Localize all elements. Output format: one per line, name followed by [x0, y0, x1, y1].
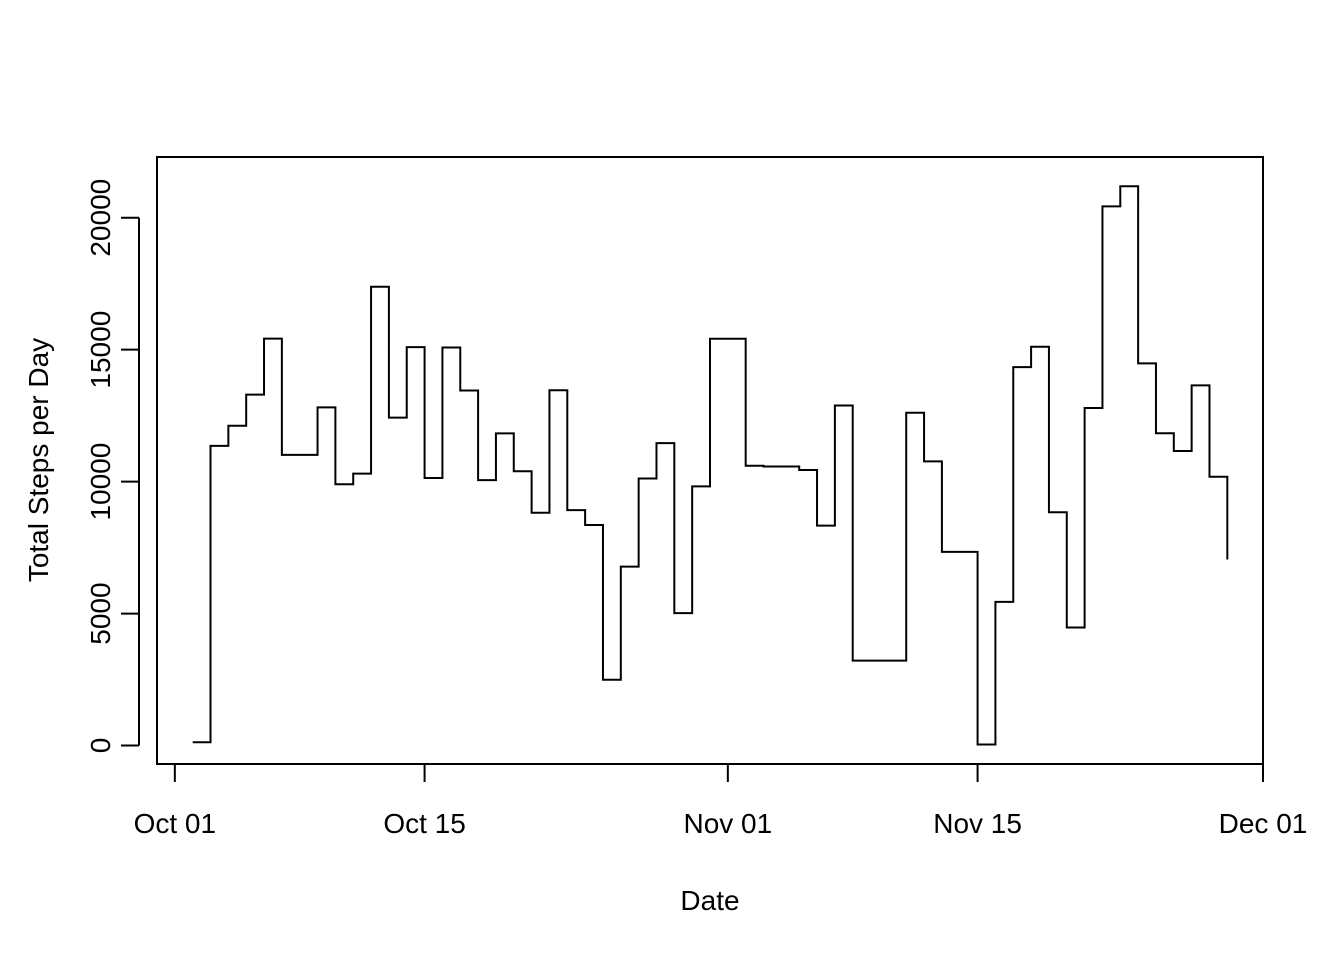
x-tick-label: Oct 15	[383, 808, 465, 839]
y-axis: 0 5000 10000 15000 20000	[85, 179, 140, 754]
y-tick-label: 15000	[85, 311, 116, 389]
y-tick-label: 20000	[85, 179, 116, 257]
x-tick-label: Dec 01	[1219, 808, 1308, 839]
x-axis: Oct 01 Oct 15 Nov 01 Nov 15 Dec 01	[134, 763, 1308, 839]
x-axis-title: Date	[680, 885, 739, 916]
series-line	[192, 185, 1229, 746]
x-tick-label: Nov 01	[683, 808, 772, 839]
y-tick-label: 10000	[85, 443, 116, 521]
y-axis-title: Total Steps per Day	[23, 338, 54, 582]
y-tick-label: 0	[85, 738, 116, 754]
x-tick-label: Nov 15	[933, 808, 1022, 839]
y-tick-label: 5000	[85, 582, 116, 644]
x-tick-label: Oct 01	[134, 808, 216, 839]
